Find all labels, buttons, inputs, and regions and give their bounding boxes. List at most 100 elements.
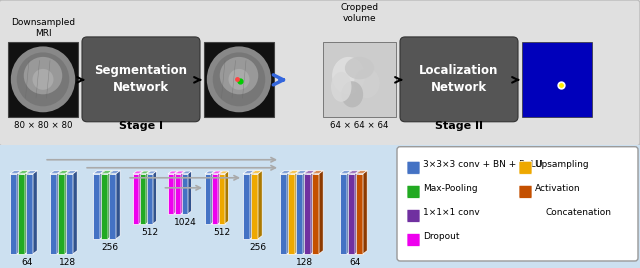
- Ellipse shape: [220, 57, 259, 94]
- Polygon shape: [312, 170, 323, 174]
- Polygon shape: [109, 170, 120, 174]
- Text: 256: 256: [101, 243, 118, 252]
- Polygon shape: [205, 174, 211, 224]
- Bar: [204, 42, 274, 117]
- Polygon shape: [58, 174, 65, 254]
- Ellipse shape: [24, 57, 62, 94]
- Polygon shape: [66, 174, 73, 254]
- Polygon shape: [100, 170, 104, 239]
- Polygon shape: [356, 170, 367, 174]
- Polygon shape: [348, 170, 359, 174]
- Polygon shape: [33, 170, 37, 254]
- Polygon shape: [147, 174, 153, 224]
- Polygon shape: [296, 170, 307, 174]
- Ellipse shape: [11, 46, 76, 112]
- Polygon shape: [50, 170, 61, 174]
- Text: Dropout: Dropout: [423, 232, 460, 241]
- Polygon shape: [109, 174, 116, 239]
- Polygon shape: [10, 170, 21, 174]
- Polygon shape: [57, 170, 61, 254]
- Polygon shape: [225, 171, 228, 224]
- Polygon shape: [251, 174, 258, 239]
- Polygon shape: [10, 174, 17, 254]
- Polygon shape: [348, 174, 355, 254]
- Polygon shape: [182, 174, 188, 214]
- Polygon shape: [168, 174, 174, 214]
- Polygon shape: [243, 170, 254, 174]
- Text: Segmentation
Network: Segmentation Network: [95, 64, 188, 94]
- Polygon shape: [355, 170, 359, 254]
- Text: 128: 128: [60, 258, 77, 267]
- Polygon shape: [18, 170, 29, 174]
- Bar: [8, 42, 78, 117]
- Polygon shape: [258, 170, 262, 239]
- Polygon shape: [116, 170, 120, 239]
- FancyBboxPatch shape: [407, 185, 420, 198]
- Bar: [323, 42, 396, 117]
- Polygon shape: [219, 174, 225, 224]
- Polygon shape: [212, 174, 218, 224]
- Polygon shape: [146, 171, 150, 224]
- Ellipse shape: [207, 46, 271, 112]
- Polygon shape: [139, 171, 143, 224]
- FancyBboxPatch shape: [397, 147, 638, 261]
- Polygon shape: [175, 174, 181, 214]
- Polygon shape: [288, 174, 295, 254]
- FancyBboxPatch shape: [519, 161, 532, 174]
- Polygon shape: [133, 174, 139, 224]
- Polygon shape: [133, 171, 143, 174]
- FancyBboxPatch shape: [519, 185, 532, 198]
- Text: Max-Pooling: Max-Pooling: [423, 184, 477, 193]
- Polygon shape: [304, 170, 315, 174]
- Text: Concatenation: Concatenation: [546, 208, 612, 217]
- Polygon shape: [58, 170, 69, 174]
- FancyBboxPatch shape: [400, 37, 518, 122]
- FancyBboxPatch shape: [407, 233, 420, 247]
- Text: 3×3×3 conv + BN + ReLU: 3×3×3 conv + BN + ReLU: [423, 160, 541, 169]
- Polygon shape: [50, 174, 57, 254]
- Ellipse shape: [212, 53, 265, 106]
- Polygon shape: [25, 170, 29, 254]
- FancyBboxPatch shape: [82, 37, 200, 122]
- Ellipse shape: [354, 68, 380, 98]
- Polygon shape: [363, 170, 367, 254]
- Polygon shape: [101, 170, 112, 174]
- Polygon shape: [312, 174, 319, 254]
- Ellipse shape: [228, 69, 250, 90]
- Polygon shape: [108, 170, 112, 239]
- Polygon shape: [347, 170, 351, 254]
- Text: 128: 128: [296, 258, 314, 267]
- Polygon shape: [218, 171, 221, 224]
- Text: Activation: Activation: [535, 184, 580, 193]
- FancyBboxPatch shape: [407, 209, 420, 222]
- Polygon shape: [168, 171, 177, 174]
- Ellipse shape: [17, 53, 69, 106]
- Polygon shape: [26, 174, 33, 254]
- Text: 1×1×1 conv: 1×1×1 conv: [423, 208, 480, 217]
- Polygon shape: [212, 171, 221, 174]
- Polygon shape: [280, 174, 287, 254]
- Polygon shape: [182, 171, 191, 174]
- Polygon shape: [140, 174, 146, 224]
- Polygon shape: [65, 170, 69, 254]
- Polygon shape: [93, 174, 100, 239]
- Polygon shape: [211, 171, 214, 224]
- Bar: [522, 42, 592, 117]
- Polygon shape: [303, 170, 307, 254]
- Polygon shape: [219, 171, 228, 174]
- Polygon shape: [153, 171, 157, 224]
- Polygon shape: [175, 171, 184, 174]
- Text: 80 × 80 × 80: 80 × 80 × 80: [13, 121, 72, 130]
- Polygon shape: [295, 170, 300, 254]
- Polygon shape: [356, 174, 363, 254]
- Polygon shape: [280, 170, 291, 174]
- Text: Stage II: Stage II: [435, 121, 483, 131]
- Ellipse shape: [345, 57, 374, 79]
- Ellipse shape: [33, 69, 54, 90]
- Polygon shape: [319, 170, 323, 254]
- Text: Stage I: Stage I: [119, 121, 163, 131]
- Polygon shape: [101, 174, 108, 239]
- Polygon shape: [73, 170, 77, 254]
- Polygon shape: [340, 174, 347, 254]
- Ellipse shape: [341, 81, 363, 107]
